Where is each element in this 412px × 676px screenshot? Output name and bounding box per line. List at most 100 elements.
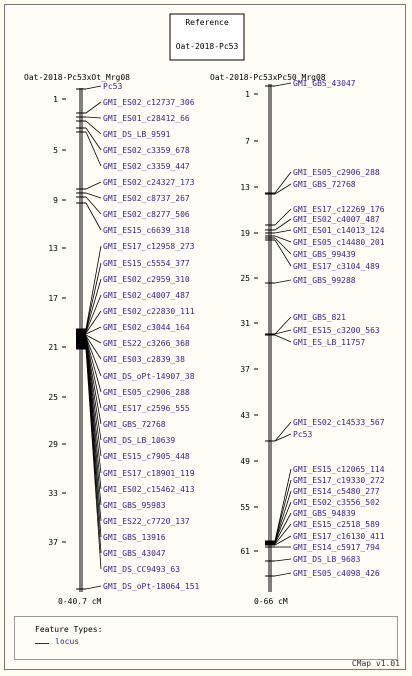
feature-label[interactable]: GMI_ES05_c4098_426	[293, 569, 380, 578]
feature-label[interactable]: GMI_ES03_c2839_38	[103, 355, 185, 364]
feature-label[interactable]: GMI_ES15_c6639_318	[103, 226, 190, 235]
feature-connector	[274, 558, 292, 562]
feature-label[interactable]: GMI_ES02_c3359_678	[103, 146, 190, 155]
tick-label: 25	[48, 393, 58, 402]
feature-connector	[274, 208, 292, 226]
tick-label: 19	[240, 229, 250, 238]
feature-label[interactable]: GMI_GBS_95983	[103, 501, 166, 510]
feature-connector	[85, 202, 102, 231]
feature-label[interactable]: GMI_ES02_c4007_487	[103, 291, 190, 300]
feature-label[interactable]: GMI_GBS_99288	[293, 276, 356, 285]
tick-label: 7	[245, 137, 250, 146]
version-label: CMap v1.01	[351, 659, 400, 668]
feature-connector	[85, 120, 102, 135]
feature-label[interactable]: GMI_GBS_821	[293, 313, 346, 322]
feature-label[interactable]: GMI_ES05_c2906_288	[103, 388, 190, 397]
feature-label[interactable]: GMI_ES02_c8737_267	[103, 194, 190, 203]
feature-connector	[85, 341, 102, 457]
feature-label[interactable]: GMI_ES14_c5480_277	[293, 487, 380, 496]
map-title-right[interactable]: Oat-2018-Pc53xPc50_Mrg08	[210, 73, 326, 82]
feature-label[interactable]: GMI_GBS_94839	[293, 509, 356, 518]
feature-connector	[274, 512, 292, 544]
feature-label[interactable]: GMI_ES15_c7905_448	[103, 452, 190, 461]
feature-label[interactable]: GMI_ES22_c3266_368	[103, 339, 190, 348]
feature-label[interactable]: GMI_ES17_c3104_489	[293, 262, 380, 271]
feature-connector	[85, 337, 102, 393]
tick-label: 31	[240, 319, 250, 328]
feature-connector	[85, 85, 102, 90]
feature-label[interactable]: GMI_ES02_c8277_506	[103, 210, 190, 219]
feature-connector	[274, 171, 292, 194]
feature-label[interactable]: GMI_ES17_c16130_411	[293, 532, 385, 541]
feature-label[interactable]: GMI_ES02_c12737_306	[103, 98, 195, 107]
feature-label[interactable]: GMI_DS_LB_9683	[293, 555, 361, 564]
feature-label[interactable]: GMI_ES02_c3044_164	[103, 323, 190, 332]
feature-label[interactable]: GMI_ES15_c2518_589	[293, 520, 380, 529]
feature-connector	[274, 421, 292, 442]
feature-label[interactable]: GMI_ES17_c2596_555	[103, 404, 190, 413]
feature-connector	[85, 326, 102, 335]
feature-label[interactable]: GMI_ES02_c22830_111	[103, 307, 195, 316]
tick-label: 25	[240, 274, 250, 283]
feature-label[interactable]: GMI_ES15_c5554_377	[103, 259, 190, 268]
feature-label[interactable]: GMI_ES01_c14013_124	[293, 226, 385, 235]
feature-label[interactable]: GMI_DS_LB_9591	[103, 130, 171, 139]
feature-label[interactable]: GMI_ES02_c4007_487	[293, 215, 380, 224]
feature-connector	[274, 218, 292, 231]
feature-label[interactable]: GMI_ES02_c14533_567	[293, 418, 385, 427]
feature-connector	[274, 572, 292, 577]
tick-label: 1	[245, 90, 250, 99]
feature-connector	[85, 181, 102, 190]
feature-connector	[85, 262, 102, 331]
feature-label[interactable]: GMI_ES01_c28412_66	[103, 114, 190, 123]
feature-label[interactable]: GMI_ES15_c3200_563	[293, 326, 380, 335]
feature-connector	[274, 237, 292, 255]
feature-label[interactable]: GMI_ES02_c2959_310	[103, 275, 190, 284]
feature-connector	[274, 329, 292, 335]
feature-label[interactable]: GMI_ES22_c7720_137	[103, 517, 190, 526]
feature-label[interactable]: GMI_ES17_c18901_119	[103, 469, 195, 478]
feature-connector	[274, 183, 292, 195]
feature-label[interactable]: Pc53	[293, 430, 312, 439]
feature-label[interactable]: GMI_GBS_72768	[103, 420, 166, 429]
feature-label[interactable]: GMI_ES17_c12269_176	[293, 205, 385, 214]
feature-label[interactable]: GMI_ES02_c15462_413	[103, 485, 195, 494]
feature-label[interactable]: GMI_ES02_c3359_447	[103, 162, 190, 171]
feature-label[interactable]: GMI_ES02_c24327_173	[103, 178, 195, 187]
tick-label: 37	[48, 538, 58, 547]
map-title-left[interactable]: Oat-2018-Pc53xOt_Mrg08	[24, 73, 130, 82]
feature-label[interactable]: GMI_ES05_c14480_201	[293, 238, 385, 247]
feature-label[interactable]: GMI_DS_oPt-14907_38	[103, 372, 195, 381]
tick-label: 33	[48, 489, 58, 498]
feature-connector	[85, 278, 102, 332]
feature-label[interactable]: GMI_ES05_c2906_288	[293, 168, 380, 177]
feature-label[interactable]: GMI_ES_LB_11757	[293, 338, 365, 347]
feature-label[interactable]: GMI_DS_oPt-18064_151	[103, 582, 200, 591]
feature-connector	[85, 116, 102, 119]
tick-label: 37	[240, 365, 250, 374]
reference-set-name: Oat-2018-Pc53	[176, 42, 239, 51]
feature-label[interactable]: Pc53	[103, 82, 122, 91]
feature-connector	[85, 192, 102, 199]
tick-label: 9	[53, 196, 58, 205]
feature-label[interactable]: GMI_GBS_43047	[103, 549, 166, 558]
feature-connector	[274, 235, 292, 243]
feature-label[interactable]: GMI_ES17_c12958_273	[103, 242, 195, 251]
feature-label[interactable]: GMI_GBS_72768	[293, 180, 356, 189]
feature-label[interactable]: GMI_GBS_13916	[103, 533, 166, 542]
feature-connector	[85, 245, 102, 330]
feature-label[interactable]: GMI_ES14_c5917_794	[293, 543, 380, 552]
cmap-frame	[4, 4, 406, 670]
feature-label[interactable]: GMI_ES15_c12065_114	[293, 465, 385, 474]
reference-box[interactable]: Reference Oat-2018-Pc53	[169, 13, 245, 61]
feature-label[interactable]: GMI_GBS_99439	[293, 250, 356, 259]
tick-label: 17	[48, 294, 58, 303]
feature-label[interactable]: GMI_GBS_43047	[293, 79, 356, 88]
feature-connector	[85, 336, 102, 377]
feature-label[interactable]: GMI_DS_LB_10639	[103, 436, 175, 445]
feature-label[interactable]: GMI_ES17_c19330_272	[293, 476, 385, 485]
feature-label[interactable]: GMI_ES02_c3556_502	[293, 498, 380, 507]
left-map-range: 0-40.7 cM	[58, 597, 102, 606]
feature-label[interactable]: GMI_DS_CC9493_63	[103, 565, 180, 574]
